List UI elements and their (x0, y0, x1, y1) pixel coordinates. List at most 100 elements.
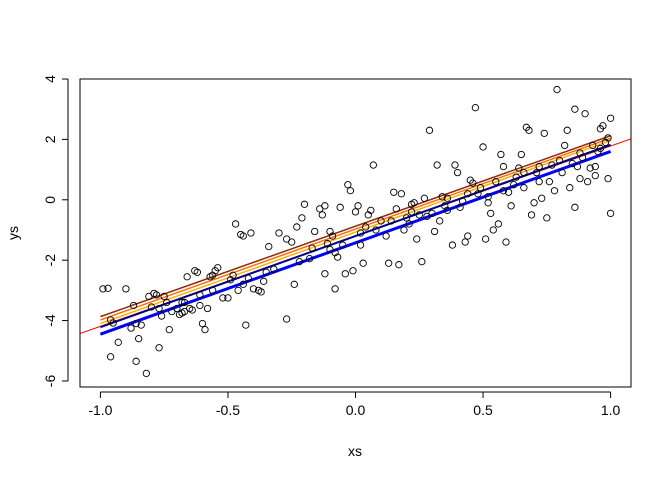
data-point (331, 285, 339, 293)
data-point (188, 306, 196, 314)
data-point (339, 241, 347, 249)
data-point (545, 178, 554, 186)
data-point (484, 199, 492, 207)
x-tick-label: 0.5 (473, 402, 493, 418)
data-point (535, 162, 543, 171)
data-point (270, 265, 278, 273)
data-point (300, 200, 309, 208)
x-tick-label: -0.5 (216, 402, 240, 418)
data-point (219, 294, 227, 302)
data-point (239, 232, 247, 240)
data-point (265, 242, 273, 251)
data-point (178, 298, 186, 307)
data-point (155, 304, 163, 313)
data-point (415, 211, 423, 219)
data-point (122, 285, 130, 293)
data-point (354, 202, 362, 210)
data-point (433, 161, 441, 169)
data-point (436, 217, 444, 225)
data-point (425, 126, 434, 134)
data-point (129, 301, 138, 310)
data-point (599, 122, 607, 130)
data-point (135, 335, 143, 343)
data-point (385, 259, 393, 267)
data-point (382, 232, 390, 240)
data-point (512, 173, 520, 181)
data-point (372, 226, 380, 234)
data-point (420, 194, 429, 202)
data-point (288, 238, 296, 246)
data-point (443, 206, 451, 215)
data-point (397, 190, 406, 198)
data-point (510, 181, 518, 189)
y-tick-label: -2 (42, 254, 58, 267)
data-point (573, 162, 582, 171)
data-point (566, 184, 574, 192)
data-point (413, 235, 421, 243)
data-point (163, 298, 171, 307)
data-point (152, 291, 161, 299)
data-point (604, 174, 612, 183)
data-point (193, 268, 201, 276)
data-point (494, 220, 503, 228)
data-point (535, 178, 543, 186)
y-axis: -6 -4 -2 0 2 4 (42, 75, 69, 387)
data-point (571, 105, 579, 113)
data-point (239, 280, 247, 288)
x-tick-label: 0.0 (346, 402, 366, 418)
fit-line-4 (100, 139, 611, 325)
fit-line-3 (100, 137, 611, 321)
data-point (405, 220, 413, 228)
data-point (515, 164, 523, 172)
y-tick-label: 0 (42, 196, 58, 204)
data-point (155, 344, 163, 352)
fit-line-6 (99, 150, 612, 336)
data-point (395, 261, 403, 269)
data-point (106, 353, 115, 361)
data-point (321, 202, 329, 210)
data-point (214, 264, 222, 272)
data-point (392, 205, 400, 213)
data-point (356, 229, 365, 237)
data-point (606, 209, 615, 218)
data-point (481, 235, 490, 243)
data-point (262, 268, 270, 276)
data-point (520, 184, 528, 192)
data-point (390, 188, 398, 196)
data-point (538, 194, 546, 202)
data-point (323, 239, 332, 248)
data-point (333, 253, 342, 261)
data-point (247, 229, 255, 237)
data-point (453, 168, 462, 177)
data-point (234, 286, 242, 295)
data-point (464, 232, 472, 240)
data-point (362, 223, 370, 231)
data-point (499, 162, 508, 171)
y-axis-title: ys (5, 226, 21, 240)
fit-line-5 (100, 143, 611, 329)
data-point (367, 206, 375, 215)
data-point (548, 161, 556, 169)
data-point (295, 258, 304, 266)
data-point (489, 226, 497, 234)
data-point (492, 178, 500, 186)
data-point (109, 319, 117, 327)
data-point (591, 171, 599, 180)
data-point (527, 211, 536, 219)
data-point (293, 223, 301, 231)
data-point (550, 187, 559, 195)
data-point (571, 203, 579, 211)
data-point (198, 319, 207, 328)
data-point (132, 319, 140, 328)
data-point (606, 114, 615, 122)
data-point (583, 178, 592, 186)
y-tick-label: -4 (42, 314, 58, 327)
data-point (558, 168, 566, 177)
data-point (476, 184, 485, 192)
data-point (471, 104, 480, 112)
data-point (224, 294, 232, 302)
data-point (387, 217, 395, 225)
data-point (553, 85, 561, 94)
data-point (346, 187, 355, 195)
data-point (448, 241, 457, 249)
